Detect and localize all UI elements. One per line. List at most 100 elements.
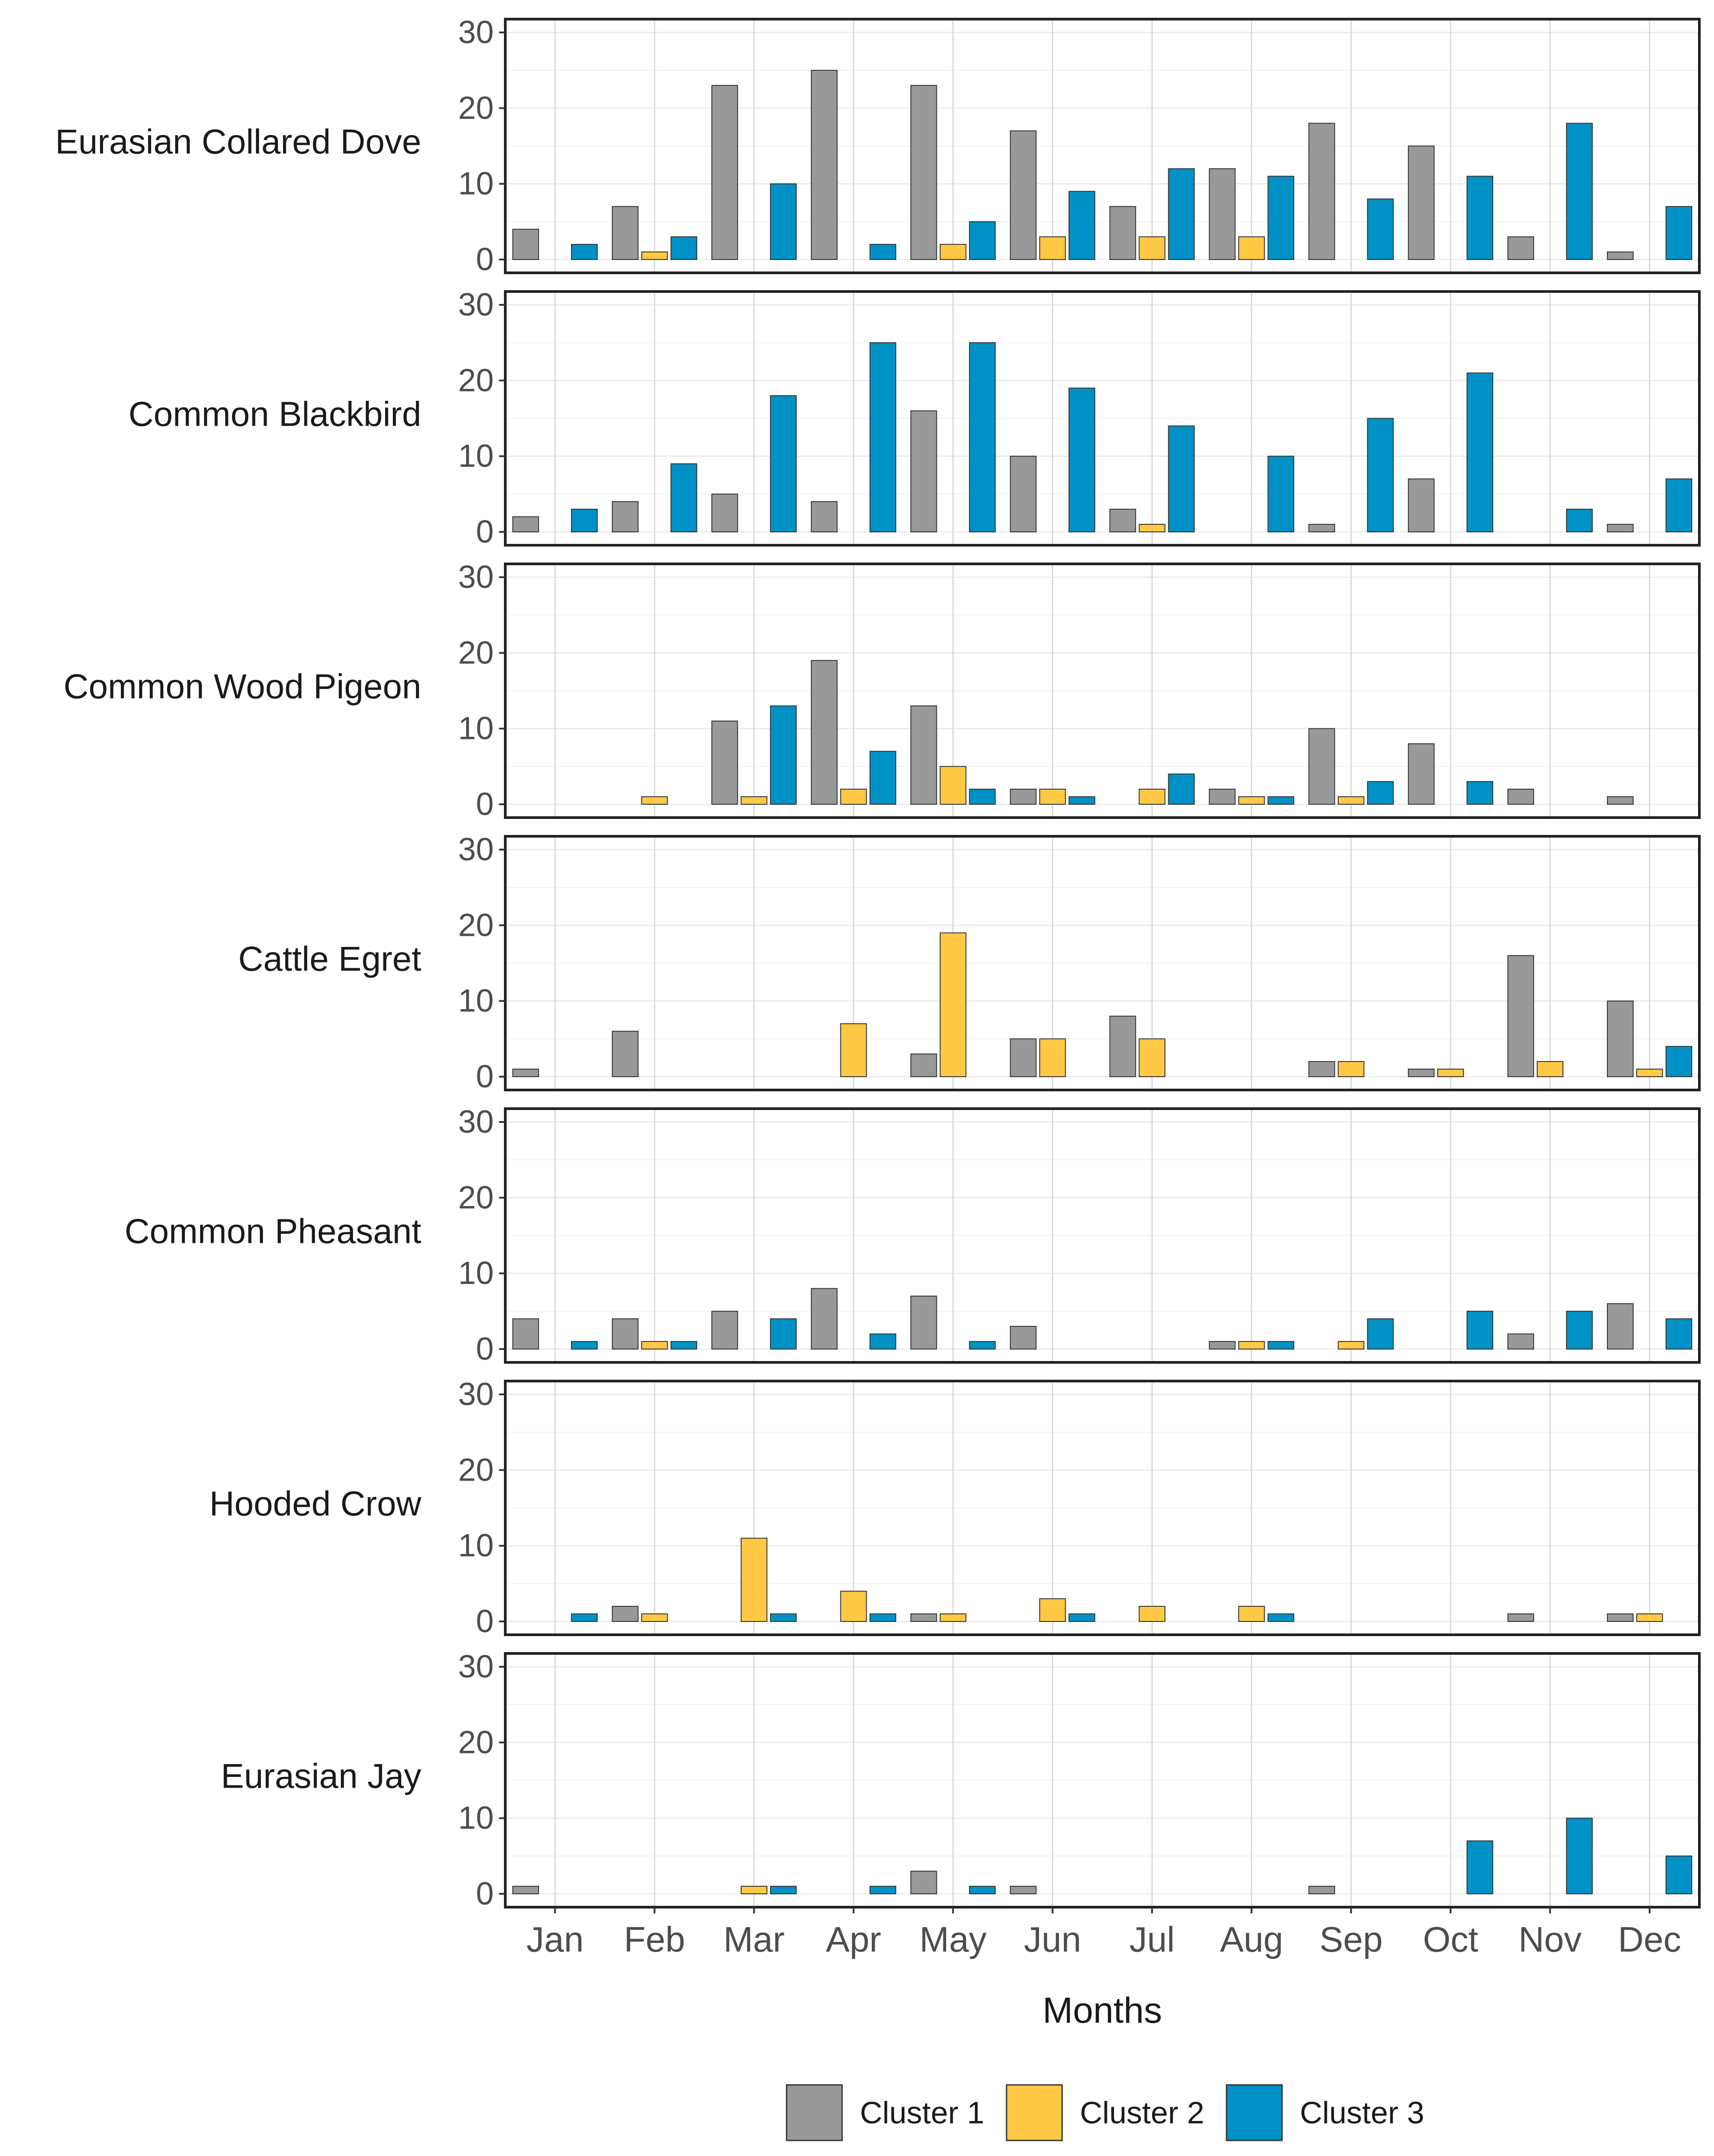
bar-eurasian-collared-dove-sep-cluster-3 [1367, 198, 1394, 260]
x-tick-label-nov: Nov [1518, 1920, 1582, 1959]
bar-common-pheasant-dec-cluster-1 [1607, 1303, 1634, 1350]
legend-swatch-cluster-2 [1006, 2084, 1063, 2141]
y-tick-label: 30 [458, 1104, 494, 1140]
panel-hooded-crow: 0 10 20 30 Hooded Crow [209, 1377, 1701, 1639]
x-tick-label-jan: Jan [526, 1920, 583, 1959]
x-tick-label-feb: Feb [624, 1920, 685, 1959]
bar-eurasian-collared-dove-jun-cluster-2 [1039, 236, 1066, 260]
panel-eurasian-collared-dove: 0 10 20 30 Eurasian Collared Dove [55, 15, 1701, 277]
legend: Cluster 1 Cluster 2 Cluster 3 [786, 2084, 1424, 2141]
bar-cattle-egret-jun-cluster-2 [1039, 1038, 1066, 1077]
bar-hooded-crow-mar-cluster-2 [740, 1537, 767, 1622]
bar-hooded-crow-apr-cluster-3 [869, 1613, 896, 1622]
y-tick-label: 20 [458, 907, 494, 943]
bar-cattle-egret-jan-cluster-1 [512, 1068, 539, 1077]
bar-common-pheasant-jan-cluster-1 [512, 1318, 539, 1350]
species-label: Cattle Egret [238, 939, 421, 978]
bar-eurasian-collared-dove-mar-cluster-1 [711, 85, 738, 260]
bar-eurasian-jay-jan-cluster-1 [512, 1885, 539, 1895]
y-tick-label: 30 [458, 832, 494, 867]
bar-common-blackbird-apr-cluster-3 [869, 342, 896, 533]
bar-hooded-crow-aug-cluster-3 [1267, 1613, 1294, 1622]
y-tick-label: 0 [476, 1331, 494, 1367]
y-tick-label: 0 [476, 1059, 494, 1094]
bar-cattle-egret-oct-cluster-2 [1437, 1068, 1464, 1077]
bar-hooded-crow-dec-cluster-1 [1607, 1613, 1634, 1622]
bar-eurasian-collared-dove-nov-cluster-1 [1507, 236, 1534, 260]
y-tick-label: 10 [458, 711, 494, 747]
y-tick-label: 20 [458, 635, 494, 671]
x-tick-label-sep: Sep [1319, 1920, 1382, 1959]
y-tick-label: 30 [458, 559, 494, 595]
bar-cattle-egret-may-cluster-1 [910, 1053, 937, 1077]
bar-common-blackbird-jul-cluster-2 [1139, 523, 1166, 533]
y-tick-label: 0 [476, 1604, 494, 1639]
bar-eurasian-collared-dove-may-cluster-1 [910, 85, 937, 260]
bar-eurasian-collared-dove-jul-cluster-2 [1139, 236, 1166, 260]
bar-hooded-crow-nov-cluster-1 [1507, 1613, 1534, 1622]
panel-border [504, 290, 1701, 547]
panel-border [504, 1380, 1701, 1636]
bar-eurasian-collared-dove-mar-cluster-3 [770, 183, 797, 260]
y-tick-label: 30 [458, 1377, 494, 1412]
bar-common-pheasant-feb-cluster-1 [611, 1318, 639, 1350]
species-label: Eurasian Jay [221, 1757, 421, 1796]
bar-common-pheasant-aug-cluster-3 [1267, 1341, 1294, 1349]
bar-eurasian-collared-dove-jul-cluster-1 [1109, 206, 1136, 260]
bar-hooded-crow-feb-cluster-1 [611, 1605, 639, 1622]
bar-cattle-egret-nov-cluster-2 [1537, 1061, 1564, 1078]
bar-eurasian-jay-mar-cluster-2 [740, 1885, 767, 1895]
bar-hooded-crow-feb-cluster-2 [641, 1613, 668, 1622]
bar-eurasian-collared-dove-feb-cluster-1 [611, 206, 639, 260]
bar-eurasian-collared-dove-dec-cluster-1 [1607, 251, 1634, 260]
bar-hooded-crow-dec-cluster-2 [1636, 1613, 1663, 1622]
bar-common-wood-pigeon-jun-cluster-1 [1010, 788, 1037, 805]
bar-common-pheasant-nov-cluster-3 [1566, 1310, 1593, 1349]
bar-common-wood-pigeon-apr-cluster-2 [840, 788, 867, 805]
bar-common-wood-pigeon-may-cluster-2 [939, 766, 967, 805]
species-label: Common Pheasant [124, 1212, 421, 1251]
bar-common-wood-pigeon-nov-cluster-1 [1507, 788, 1534, 805]
species-label: Eurasian Collared Dove [55, 122, 421, 161]
bar-eurasian-collared-dove-apr-cluster-1 [811, 70, 838, 260]
y-tick-label: 20 [458, 1725, 494, 1760]
bar-common-pheasant-mar-cluster-1 [711, 1310, 738, 1349]
bar-eurasian-collared-dove-oct-cluster-1 [1408, 145, 1435, 260]
species-label: Hooded Crow [209, 1484, 422, 1523]
bar-eurasian-collared-dove-aug-cluster-1 [1209, 168, 1236, 260]
bar-common-pheasant-jun-cluster-1 [1010, 1326, 1037, 1349]
bar-eurasian-jay-mar-cluster-3 [770, 1885, 797, 1895]
bar-common-wood-pigeon-feb-cluster-2 [641, 796, 668, 805]
bar-eurasian-collared-dove-may-cluster-2 [939, 244, 967, 260]
panel-border [504, 1652, 1701, 1908]
bar-eurasian-collared-dove-apr-cluster-3 [869, 244, 896, 260]
y-tick-label: 10 [458, 1256, 494, 1291]
bar-common-blackbird-jun-cluster-1 [1010, 455, 1037, 532]
bar-common-blackbird-aug-cluster-3 [1267, 455, 1294, 532]
bar-common-pheasant-dec-cluster-3 [1666, 1318, 1693, 1350]
bar-eurasian-collared-dove-jul-cluster-3 [1168, 168, 1195, 260]
bar-common-wood-pigeon-mar-cluster-2 [740, 796, 767, 805]
bar-common-blackbird-may-cluster-3 [969, 342, 996, 533]
bar-common-wood-pigeon-may-cluster-3 [969, 788, 996, 805]
bar-common-pheasant-apr-cluster-3 [869, 1333, 896, 1350]
bar-common-wood-pigeon-jun-cluster-3 [1068, 796, 1095, 805]
bar-common-blackbird-jan-cluster-3 [571, 508, 598, 533]
bar-hooded-crow-jul-cluster-2 [1139, 1605, 1166, 1622]
bar-eurasian-collared-dove-jun-cluster-3 [1068, 191, 1095, 260]
bar-cattle-egret-sep-cluster-2 [1338, 1061, 1365, 1078]
bar-eurasian-collared-dove-jun-cluster-1 [1010, 130, 1037, 260]
bar-common-wood-pigeon-oct-cluster-3 [1466, 781, 1494, 805]
bar-hooded-crow-may-cluster-1 [910, 1613, 937, 1622]
bar-common-wood-pigeon-sep-cluster-2 [1338, 796, 1365, 805]
y-tick-label: 30 [458, 1649, 494, 1685]
bar-common-wood-pigeon-aug-cluster-3 [1267, 796, 1294, 805]
bar-common-blackbird-feb-cluster-3 [670, 463, 697, 532]
bar-eurasian-jay-nov-cluster-3 [1566, 1817, 1593, 1895]
panel-common-blackbird: 0 10 20 30 Common Blackbird [128, 287, 1701, 550]
bar-hooded-crow-apr-cluster-2 [840, 1590, 867, 1622]
y-tick-label: 30 [458, 287, 494, 323]
bar-common-wood-pigeon-apr-cluster-3 [869, 751, 896, 805]
y-tick-label: 20 [458, 1452, 494, 1488]
y-tick-label: 0 [476, 787, 494, 822]
